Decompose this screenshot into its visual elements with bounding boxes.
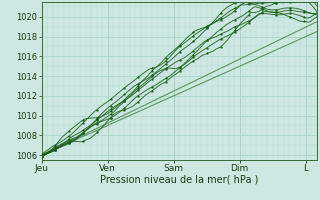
X-axis label: Pression niveau de la mer( hPa ): Pression niveau de la mer( hPa ) bbox=[100, 175, 258, 185]
